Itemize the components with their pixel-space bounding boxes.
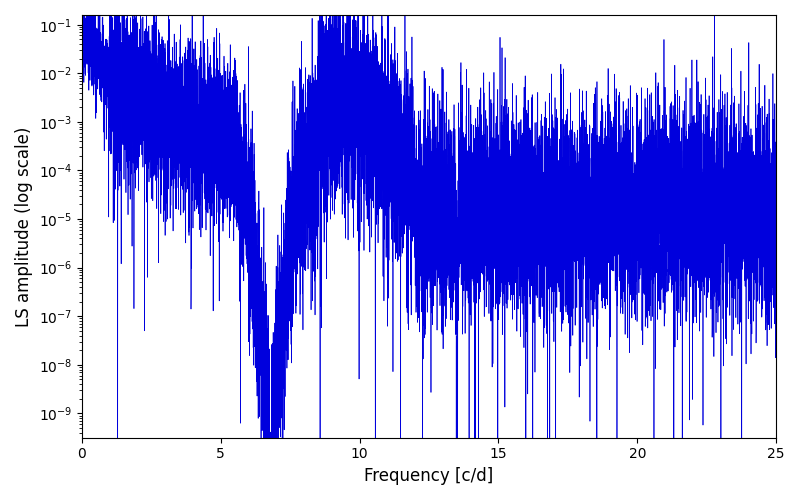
Y-axis label: LS amplitude (log scale): LS amplitude (log scale) <box>15 126 33 326</box>
X-axis label: Frequency [c/d]: Frequency [c/d] <box>364 467 494 485</box>
